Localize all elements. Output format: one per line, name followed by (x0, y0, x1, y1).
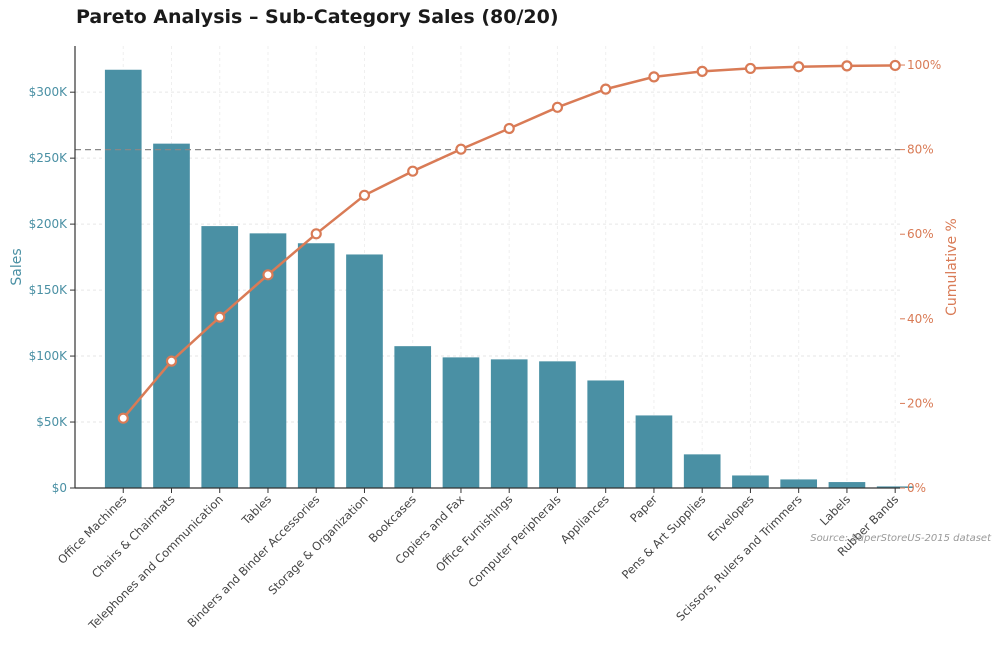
category-label-15: Labels (817, 492, 853, 528)
category-label-13: Envelopes (705, 492, 757, 544)
cumulative-point-8 (503, 122, 515, 135)
cumulative-point-11 (648, 71, 660, 83)
category-label-9: Computer Peripherals (465, 492, 563, 590)
cumulative-point-13 (744, 62, 757, 75)
category-label-12: Pens & Art Supplies (619, 492, 709, 582)
chart-title: Pareto Analysis – Sub-Category Sales (80… (76, 6, 559, 28)
category-label-11: Paper (627, 492, 660, 525)
tick-label-left-5: $250K (29, 151, 69, 165)
tick-label-left-2: $100K (29, 349, 69, 363)
cumulative-point-6 (407, 165, 419, 177)
tick-label-left-4: $200K (29, 217, 69, 231)
bar-1 (153, 143, 190, 489)
source-note: Source: SuperStoreUS-2015 dataset (810, 533, 991, 544)
cumulative-point-1 (165, 355, 178, 367)
bar-4 (297, 243, 335, 488)
cumulative-point-2 (214, 311, 226, 323)
bar-15 (828, 482, 866, 488)
cumulative-point-16 (889, 59, 901, 72)
cumulative-point-9 (551, 101, 564, 113)
bar-2 (201, 226, 239, 488)
bar-11 (635, 415, 673, 488)
bar-12 (683, 454, 721, 488)
cumulative-point-7 (455, 143, 467, 155)
bar-16 (876, 486, 914, 488)
cumulative-point-4 (310, 228, 322, 240)
tick-label-left-3: $150K (29, 283, 69, 297)
bar-5 (346, 254, 383, 488)
category-label-3: Tables (238, 492, 274, 528)
tick-label-left-1: $50K (36, 415, 68, 429)
tick-label-right-4: 80% (907, 143, 934, 157)
tick-label-right-0: 0% (907, 481, 926, 495)
cumulative-point-12 (696, 65, 708, 77)
y-axis-title-left: Sales (9, 248, 25, 285)
bar-13 (732, 475, 769, 488)
tick-label-left-6: $300K (29, 85, 69, 99)
cumulative-point-14 (793, 61, 805, 73)
tick-label-right-1: 20% (907, 396, 934, 410)
tick-label-right-3: 60% (907, 227, 934, 241)
bar-0 (104, 69, 142, 488)
cumulative-point-15 (841, 60, 853, 72)
tick-label-left-0: $0 (52, 481, 67, 495)
y-axis-title-right: Cumulative % (944, 218, 960, 316)
bar-14 (780, 479, 818, 488)
tick-label-right-2: 40% (907, 312, 934, 326)
bar-8 (490, 359, 528, 488)
cumulative-point-0 (117, 412, 129, 424)
cumulative-point-3 (262, 269, 274, 281)
tick-label-right-5: 100% (907, 58, 941, 72)
category-label-5: Storage & Organization (265, 492, 370, 597)
category-label-1: Chairs & Chairmats (89, 492, 178, 581)
bar-7 (442, 357, 480, 488)
cumulative-point-10 (600, 83, 612, 95)
bar-10 (587, 380, 625, 488)
category-label-10: Appliances (558, 492, 612, 546)
bar-9 (539, 361, 576, 488)
bar-6 (394, 346, 432, 488)
cumulative-point-5 (358, 189, 371, 201)
